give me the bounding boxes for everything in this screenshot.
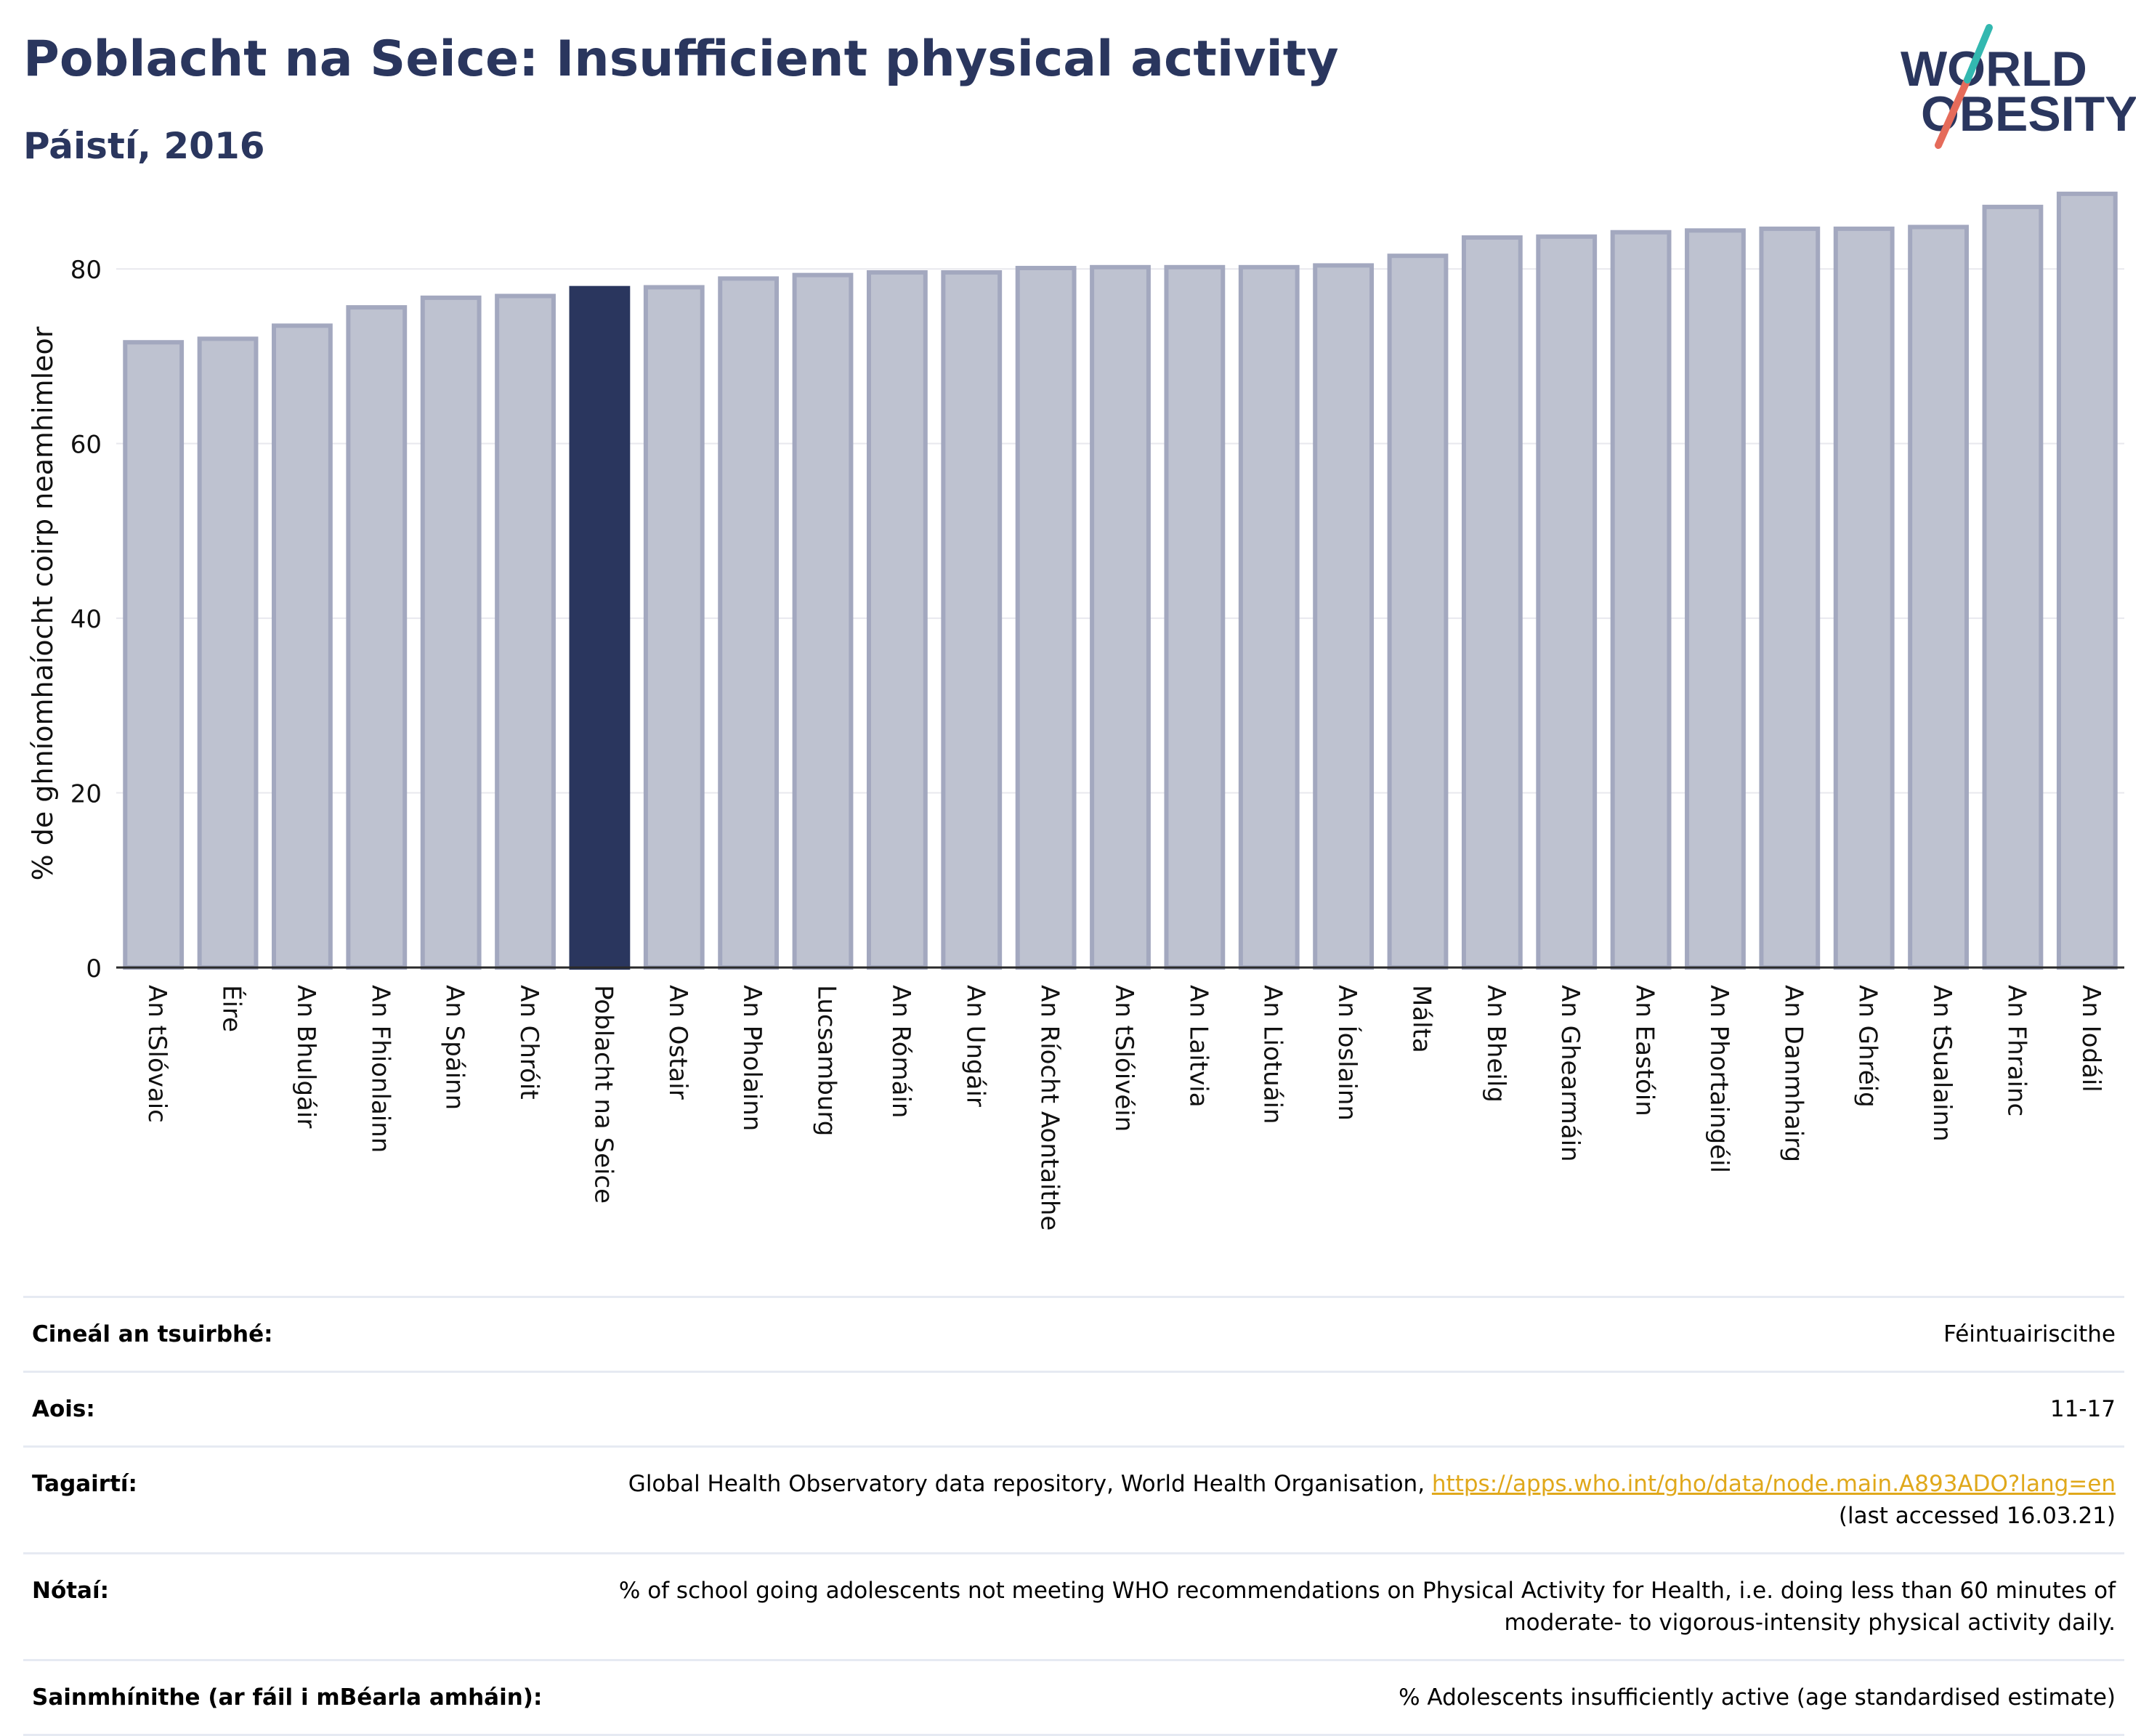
reference-link[interactable]: https://apps.who.int/gho/data/node.main.… xyxy=(1431,1471,2116,1497)
info-row-definitions: Sainmhínithe (ar fáil i mBéarla amháin):… xyxy=(23,1659,2124,1736)
x-tick-label: An Eastóin xyxy=(1630,985,1659,1116)
bar xyxy=(1387,253,1449,970)
bar xyxy=(1759,226,1821,970)
x-tick-label: An Bheilg xyxy=(1481,985,1510,1103)
x-tick-label: An Pholainn xyxy=(737,985,766,1131)
x-tick-label: An Íoslainn xyxy=(1332,985,1362,1121)
logo-slash-red xyxy=(1935,76,1971,149)
info-row-references: Tagairtí: Global Health Observatory data… xyxy=(23,1445,2124,1554)
x-tick-label: An Ghréig xyxy=(1853,985,1882,1108)
x-tick-label: An Ríocht Aontaithe xyxy=(1035,985,1064,1230)
x-tick-label: An Liotuáin xyxy=(1258,985,1287,1124)
bars xyxy=(123,191,2118,970)
x-tick-label: An Bhulgáir xyxy=(291,985,320,1128)
info-row-notes: Nótaí: % of school going adolescents not… xyxy=(23,1552,2124,1660)
bar xyxy=(1833,226,1895,970)
x-tick-label: An Phortaingéil xyxy=(1704,985,1733,1173)
bar-chart: 0 20 40 60 80 An tSlóvaic Éire An Bhulgáir An F… xyxy=(27,191,2124,1230)
bar xyxy=(718,276,780,970)
x-tick-label: Málta xyxy=(1407,985,1436,1053)
x-tick-label: An Danmhairg xyxy=(1778,985,1808,1162)
bar xyxy=(1908,224,1969,970)
info-table: Cineál an tsuirbhé: Féintuairiscithe Aoi… xyxy=(23,1296,2124,1736)
info-key: Cineál an tsuirbhé: xyxy=(23,1296,593,1372)
bar xyxy=(1536,234,1598,970)
bar xyxy=(123,340,185,970)
info-value: 11-17 xyxy=(593,1371,2124,1447)
bar xyxy=(1015,266,1077,970)
info-row-survey-type: Cineál an tsuirbhé: Féintuairiscithe xyxy=(23,1296,2124,1372)
info-key: Aois: xyxy=(23,1371,593,1447)
x-tick-label: Éire xyxy=(217,985,247,1032)
bar xyxy=(495,293,556,970)
y-tick-label: 0 xyxy=(86,954,102,983)
x-tick-label: An Iodáil xyxy=(2076,985,2105,1092)
bar xyxy=(941,270,1003,970)
world-obesity-logo: WORLD OBESITY xyxy=(1901,24,2136,149)
notes-text-2: moderate- to vigorous-intensity physical… xyxy=(1504,1610,2116,1636)
info-key: Nótaí: xyxy=(23,1552,593,1660)
x-tick-label: An tSlóvaic xyxy=(142,985,171,1123)
reference-text: Global Health Observatory data repositor… xyxy=(628,1471,1425,1497)
x-tick-labels: An tSlóvaic Éire An Bhulgáir An Fhionlainn A… xyxy=(142,985,2105,1230)
logo-slash-teal xyxy=(1964,24,1993,84)
logo-line1: WORLD xyxy=(1901,41,2087,97)
bar xyxy=(569,285,631,970)
bar xyxy=(1982,204,2044,970)
x-tick-label: Lucsamburg xyxy=(812,985,841,1136)
info-key: Tagairtí: xyxy=(23,1445,593,1554)
bar xyxy=(346,305,408,970)
x-tick-label: An Spáinn xyxy=(440,985,469,1110)
bar xyxy=(420,295,482,970)
x-tick-label: An Ungáir xyxy=(960,985,989,1107)
bar xyxy=(1461,235,1523,970)
x-tick-label: Poblacht na Seice xyxy=(588,985,618,1204)
x-tick-label: An Chróit xyxy=(514,985,543,1100)
bar xyxy=(272,323,333,970)
x-tick-label: An Fhrainc xyxy=(2002,985,2031,1116)
x-tick-label: An Laitvia xyxy=(1183,985,1213,1108)
x-tick-label: An tSualainn xyxy=(1927,985,1956,1142)
bar xyxy=(792,272,854,970)
bar xyxy=(1238,264,1300,970)
info-value: % Adolescents insufficiently active (age… xyxy=(593,1659,2124,1736)
bar xyxy=(1313,263,1375,970)
y-tick-labels: 0 20 40 60 80 xyxy=(70,256,102,983)
info-value: Féintuairiscithe xyxy=(593,1296,2124,1372)
info-key: Sainmhínithe (ar fáil i mBéarla amháin): xyxy=(23,1659,593,1736)
y-axis-label: % de ghníomhaíocht coirp neamhimleor xyxy=(27,326,59,880)
y-tick-label: 80 xyxy=(70,256,102,285)
bar xyxy=(643,285,705,970)
bar xyxy=(1685,228,1746,970)
x-tick-label: An Rómáin xyxy=(886,985,915,1118)
chart-subtitle: Páistí, 2016 xyxy=(23,125,265,167)
y-tick-label: 60 xyxy=(70,431,102,460)
x-tick-label: An tSlóivéin xyxy=(1109,985,1138,1132)
bar xyxy=(1610,230,1672,970)
x-tick-label: An Ostair xyxy=(663,985,692,1100)
info-row-age: Aois: 11-17 xyxy=(23,1371,2124,1447)
y-tick-label: 40 xyxy=(70,605,102,634)
bar xyxy=(1090,264,1151,970)
bar xyxy=(197,336,259,970)
bar xyxy=(866,270,928,970)
bar xyxy=(2056,191,2118,970)
notes-text: % of school going adolescents not meetin… xyxy=(618,1578,2116,1604)
reference-accessed: (last accessed 16.03.21) xyxy=(1838,1503,2116,1529)
x-tick-label: An Fhionlainn xyxy=(365,985,394,1153)
y-tick-label: 20 xyxy=(70,780,102,809)
x-tick-label: An Ghearmáin xyxy=(1555,985,1585,1162)
chart-title: Poblacht na Seice: Insufficient physical… xyxy=(23,31,1339,88)
bar xyxy=(1164,264,1226,970)
